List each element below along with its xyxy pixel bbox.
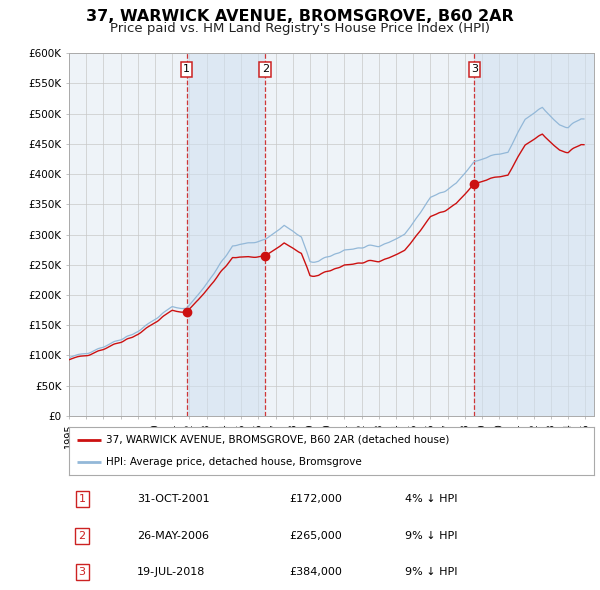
Text: £384,000: £384,000 [290,568,343,577]
Bar [475,53,594,416]
Text: 19-JUL-2018: 19-JUL-2018 [137,568,206,577]
Text: 9% ↓ HPI: 9% ↓ HPI [405,568,458,577]
Text: 1: 1 [183,64,190,74]
Text: 2: 2 [79,531,86,540]
Text: 37, WARWICK AVENUE, BROMSGROVE, B60 2AR (detached house): 37, WARWICK AVENUE, BROMSGROVE, B60 2AR … [106,435,449,445]
Text: 26-MAY-2006: 26-MAY-2006 [137,531,209,540]
Text: £172,000: £172,000 [290,494,343,504]
Text: 3: 3 [79,568,86,577]
Text: 1: 1 [79,494,86,504]
Text: Price paid vs. HM Land Registry's House Price Index (HPI): Price paid vs. HM Land Registry's House … [110,22,490,35]
Text: 31-OCT-2001: 31-OCT-2001 [137,494,210,504]
Text: 3: 3 [471,64,478,74]
Text: HPI: Average price, detached house, Bromsgrove: HPI: Average price, detached house, Brom… [106,457,361,467]
Text: 37, WARWICK AVENUE, BROMSGROVE, B60 2AR: 37, WARWICK AVENUE, BROMSGROVE, B60 2AR [86,9,514,24]
Bar [187,53,265,416]
Text: £265,000: £265,000 [290,531,342,540]
Text: 9% ↓ HPI: 9% ↓ HPI [405,531,458,540]
Text: 4% ↓ HPI: 4% ↓ HPI [405,494,458,504]
Text: 2: 2 [262,64,269,74]
